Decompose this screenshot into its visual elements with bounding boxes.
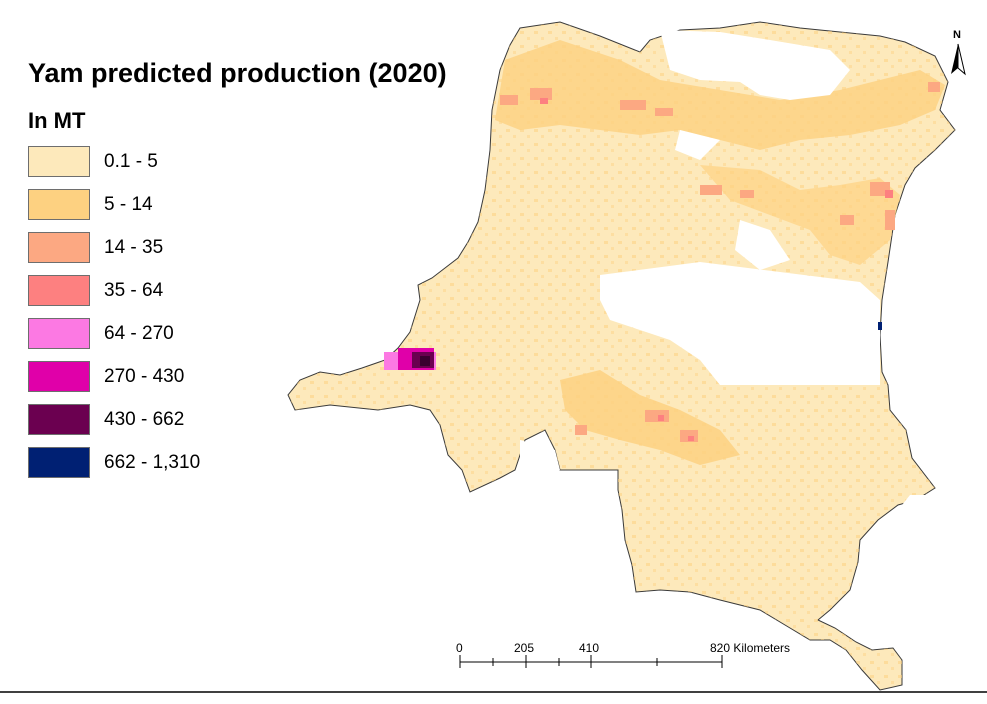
north-production-band (495, 40, 945, 150)
legend-swatch (28, 146, 90, 177)
legend-swatch (28, 361, 90, 392)
legend-title: In MT (28, 108, 86, 133)
legend-label: 430 - 662 (104, 409, 185, 430)
west-hotspot (384, 348, 436, 370)
east-dark-pixel (878, 322, 882, 330)
legend-label: 35 - 64 (104, 280, 164, 301)
legend-label: 5 - 14 (104, 194, 153, 215)
legend-label: 14 - 35 (104, 237, 164, 258)
legend-swatch (28, 447, 90, 478)
no-data-areas (520, 30, 930, 520)
legend-swatch (28, 232, 90, 263)
hotspots-35-64 (540, 98, 893, 441)
legend-label: 270 - 430 (104, 366, 185, 387)
legend-label: 64 - 270 (104, 323, 174, 344)
map-title: Yam predicted production (2020) (28, 58, 447, 88)
legend-label: 662 - 1,310 (104, 452, 201, 473)
legend-swatch (28, 275, 90, 306)
legend-swatch (28, 404, 90, 435)
legend-swatch (28, 318, 90, 349)
legend-label: 0.1 - 5 (104, 151, 158, 172)
legend-swatch (28, 189, 90, 220)
